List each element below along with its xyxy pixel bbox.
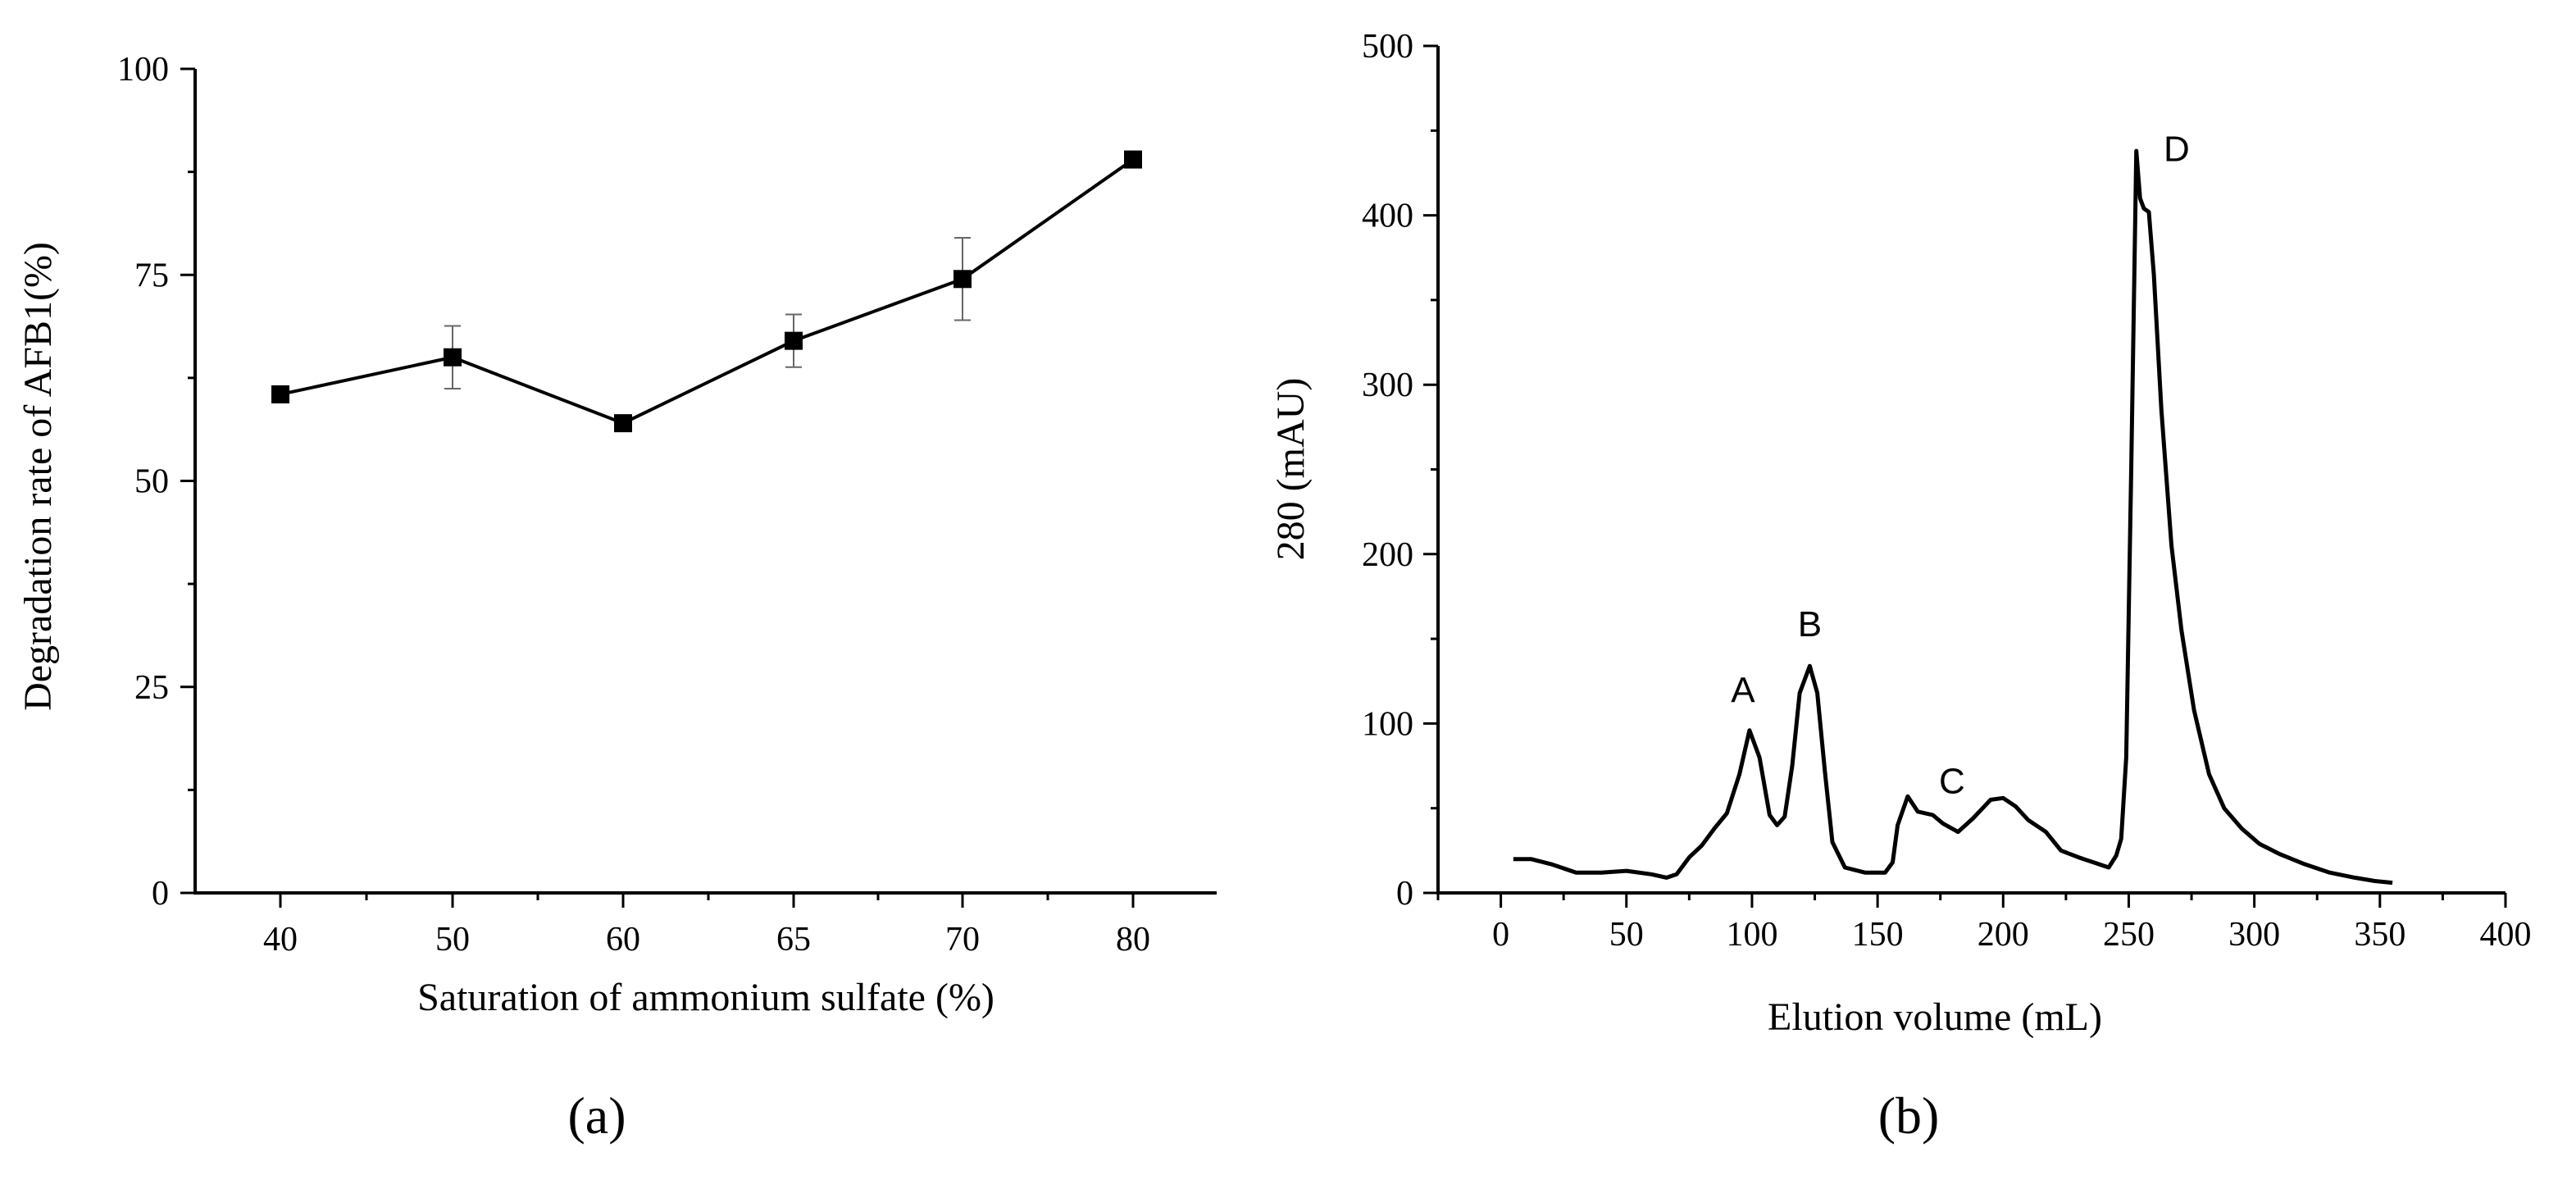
panel-a-x-tick-label: 60 bbox=[606, 921, 640, 959]
panel-a-x-tick-label: 50 bbox=[435, 921, 470, 959]
panel-a-y-tick-label: 100 bbox=[117, 51, 169, 89]
panel-b-y-tick-label: 500 bbox=[1362, 28, 1413, 66]
panel-b-y-tick-label: 300 bbox=[1362, 367, 1413, 404]
panel-a-data-point bbox=[1124, 150, 1142, 169]
panel-b-peak-label-a: A bbox=[1731, 671, 1755, 711]
panel-a-label: (a) bbox=[567, 1086, 626, 1145]
panel-a-data-point bbox=[785, 331, 803, 350]
panel-a-y-tick-label: 50 bbox=[134, 463, 169, 501]
panel-a-x-axis-title: Saturation of ammonium sulfate (%) bbox=[417, 976, 994, 1019]
panel-b-x-tick-label: 250 bbox=[2103, 916, 2155, 954]
panel-b-y-axis-title: 280 (mAU) bbox=[1269, 378, 1313, 561]
panel-b-chromatogram-trace bbox=[1513, 148, 2393, 886]
panel-b-x-tick-label: 150 bbox=[1852, 916, 1904, 954]
panel-b-x-tick-label: 350 bbox=[2354, 916, 2405, 954]
panel-a-y-tick-label: 0 bbox=[152, 875, 169, 913]
panel-a-chart: 0 25 50 75 100 40 50 60 65 70 80 Saturation of amm… bbox=[16, 51, 1217, 1145]
panel-b-x-tick-label: 50 bbox=[1609, 916, 1644, 954]
panel-a-y-tick-label: 25 bbox=[134, 669, 169, 707]
panel-a-y-axis-title: Degradation rate of AFB1(%) bbox=[16, 242, 60, 711]
panel-b-y-tick-label: 400 bbox=[1362, 198, 1413, 235]
panel-b-chart: 0 100 200 300 400 500 0 50 100 150 200 250 300 350 400… bbox=[1269, 28, 2532, 1145]
panel-a-data-point bbox=[444, 348, 462, 367]
panel-b-y-tick-label: 0 bbox=[1396, 875, 1413, 913]
panel-b-x-tick-label: 300 bbox=[2228, 916, 2280, 954]
panel-a-series-line bbox=[280, 157, 1135, 426]
panel-a-axes bbox=[193, 69, 1217, 895]
panel-b-y-tick-label: 200 bbox=[1362, 536, 1413, 574]
panel-b-y-tick-label: 100 bbox=[1362, 705, 1413, 743]
panel-a-data-point bbox=[614, 414, 632, 433]
panel-a-x-tick-label: 40 bbox=[263, 921, 298, 959]
panel-b-axes bbox=[1436, 46, 2505, 895]
panel-b-x-axis-title: Elution volume (mL) bbox=[1768, 995, 2102, 1039]
panel-b-x-tick-label: 400 bbox=[2480, 916, 2532, 954]
panel-a-data-point bbox=[271, 385, 289, 403]
panel-b-x-tick-label: 0 bbox=[1492, 916, 1509, 954]
panel-a-data-point bbox=[953, 270, 972, 289]
panel-b-x-tick-label: 200 bbox=[1978, 916, 2029, 954]
panel-a-x-tick-label: 70 bbox=[945, 921, 980, 959]
panel-b-peak-label-d: D bbox=[2164, 129, 2190, 169]
panel-a-x-tick-label: 80 bbox=[1116, 921, 1150, 959]
panel-b-peak-label-b: B bbox=[1798, 604, 1822, 644]
panel-a-x-tick-label: 65 bbox=[776, 921, 811, 959]
panel-b-peak-label-c: C bbox=[1939, 762, 1965, 802]
panel-a-y-tick-label: 75 bbox=[134, 257, 169, 294]
panel-b-label: (b) bbox=[1878, 1086, 1940, 1145]
panel-b-x-tick-label: 100 bbox=[1726, 916, 1777, 954]
